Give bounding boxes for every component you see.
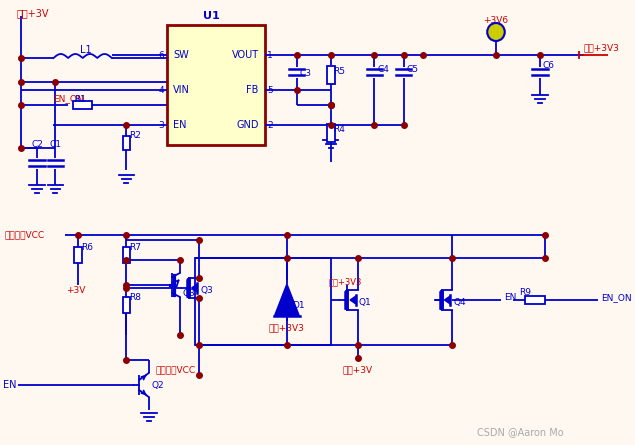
Bar <box>327 66 335 84</box>
Text: 5: 5 <box>267 85 273 94</box>
Text: C2: C2 <box>31 139 43 149</box>
Text: GND: GND <box>236 120 258 130</box>
Text: 3: 3 <box>159 121 164 129</box>
Text: EN: EN <box>504 292 516 302</box>
Text: C1: C1 <box>50 139 62 149</box>
Text: R1: R1 <box>74 94 86 104</box>
Text: VIN: VIN <box>173 85 190 95</box>
Text: EN_ON: EN_ON <box>601 294 632 303</box>
Text: EN_ON: EN_ON <box>53 94 84 104</box>
Text: 系统供电VCC: 系统供电VCC <box>156 365 196 375</box>
Text: C3: C3 <box>300 69 312 77</box>
Text: L1: L1 <box>80 45 91 55</box>
Bar <box>73 101 92 109</box>
Text: R5: R5 <box>333 66 345 76</box>
Text: +3V6: +3V6 <box>483 16 509 24</box>
Text: 升压+3V3: 升压+3V3 <box>584 43 619 52</box>
Bar <box>123 136 130 150</box>
Text: 2: 2 <box>267 121 273 129</box>
Text: 电池+3V: 电池+3V <box>17 8 49 18</box>
Text: FB: FB <box>246 85 258 95</box>
Text: R8: R8 <box>130 292 142 302</box>
Text: D1: D1 <box>291 300 304 310</box>
Bar <box>327 124 335 142</box>
Text: C6: C6 <box>543 61 554 69</box>
Text: Q3: Q3 <box>200 286 213 295</box>
Polygon shape <box>444 296 450 304</box>
Text: 升压+3V3: 升压+3V3 <box>269 324 305 332</box>
Text: SW: SW <box>173 50 189 60</box>
Text: R4: R4 <box>333 125 345 134</box>
Text: Q3: Q3 <box>183 288 196 298</box>
Text: 升压+3V3: 升压+3V3 <box>328 278 362 287</box>
Text: U1: U1 <box>203 11 220 21</box>
Text: EN: EN <box>173 120 187 130</box>
Text: R7: R7 <box>130 243 142 251</box>
Text: 系统供电VCC: 系统供电VCC <box>5 231 45 239</box>
Bar <box>74 247 82 263</box>
Text: 4: 4 <box>159 85 164 94</box>
Circle shape <box>487 23 505 41</box>
Text: Q2: Q2 <box>152 380 164 389</box>
Bar <box>167 25 265 145</box>
Text: 电池+3V: 电池+3V <box>343 365 373 375</box>
Text: CSDN @Aaron Mo: CSDN @Aaron Mo <box>478 427 564 437</box>
Text: VOUT: VOUT <box>232 50 258 60</box>
Text: EN: EN <box>3 380 17 390</box>
Text: 6: 6 <box>159 50 164 60</box>
Text: C4: C4 <box>377 65 389 73</box>
Text: R2: R2 <box>130 130 141 139</box>
Text: 1: 1 <box>267 50 273 60</box>
Polygon shape <box>192 284 197 292</box>
Text: R9: R9 <box>519 287 531 296</box>
Text: Q4: Q4 <box>453 298 466 307</box>
Text: Q1: Q1 <box>359 298 371 307</box>
Bar <box>123 297 130 313</box>
Polygon shape <box>350 296 356 304</box>
Text: C5: C5 <box>406 65 418 73</box>
Text: R6: R6 <box>81 243 93 251</box>
Bar <box>525 296 545 304</box>
Bar <box>123 247 130 263</box>
Text: +3V: +3V <box>66 286 86 295</box>
Polygon shape <box>274 284 299 316</box>
Bar <box>194 258 331 345</box>
